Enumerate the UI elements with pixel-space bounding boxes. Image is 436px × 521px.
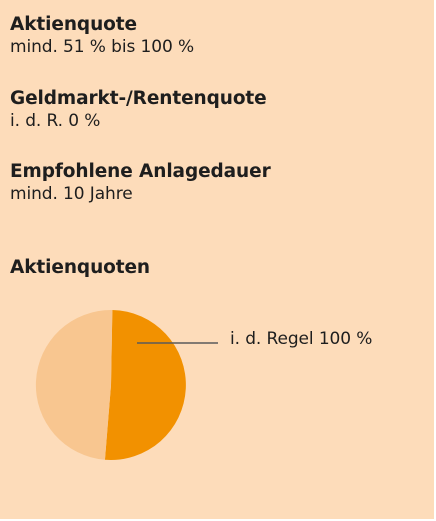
bond-ratio-section: Geldmarkt-/Rentenquote i. d. R. 0 % xyxy=(10,88,267,132)
equity-ratio-value: mind. 51 % bis 100 % xyxy=(10,37,195,57)
pie-slice-rest xyxy=(35,309,113,460)
equity-ratio-heading: Aktienquote xyxy=(10,14,137,35)
investment-horizon-section: Empfohlene Anlagedauer mind. 10 Jahre xyxy=(10,161,271,205)
investment-horizon-value: mind. 10 Jahre xyxy=(10,184,133,204)
investment-horizon-heading: Empfohlene Anlagedauer xyxy=(10,161,271,182)
bond-ratio-heading: Geldmarkt-/Rentenquote xyxy=(10,88,267,109)
bond-ratio-value: i. d. R. 0 % xyxy=(10,111,101,131)
pie-annotation-label: i. d. Regel 100 % xyxy=(230,329,373,349)
pie-slices xyxy=(35,309,186,460)
equity-ratio-section: Aktienquote mind. 51 % bis 100 % xyxy=(10,14,194,58)
pie-chart xyxy=(35,309,218,460)
chart-title: Aktienquoten xyxy=(10,257,151,278)
pie-slice-main xyxy=(104,310,186,460)
